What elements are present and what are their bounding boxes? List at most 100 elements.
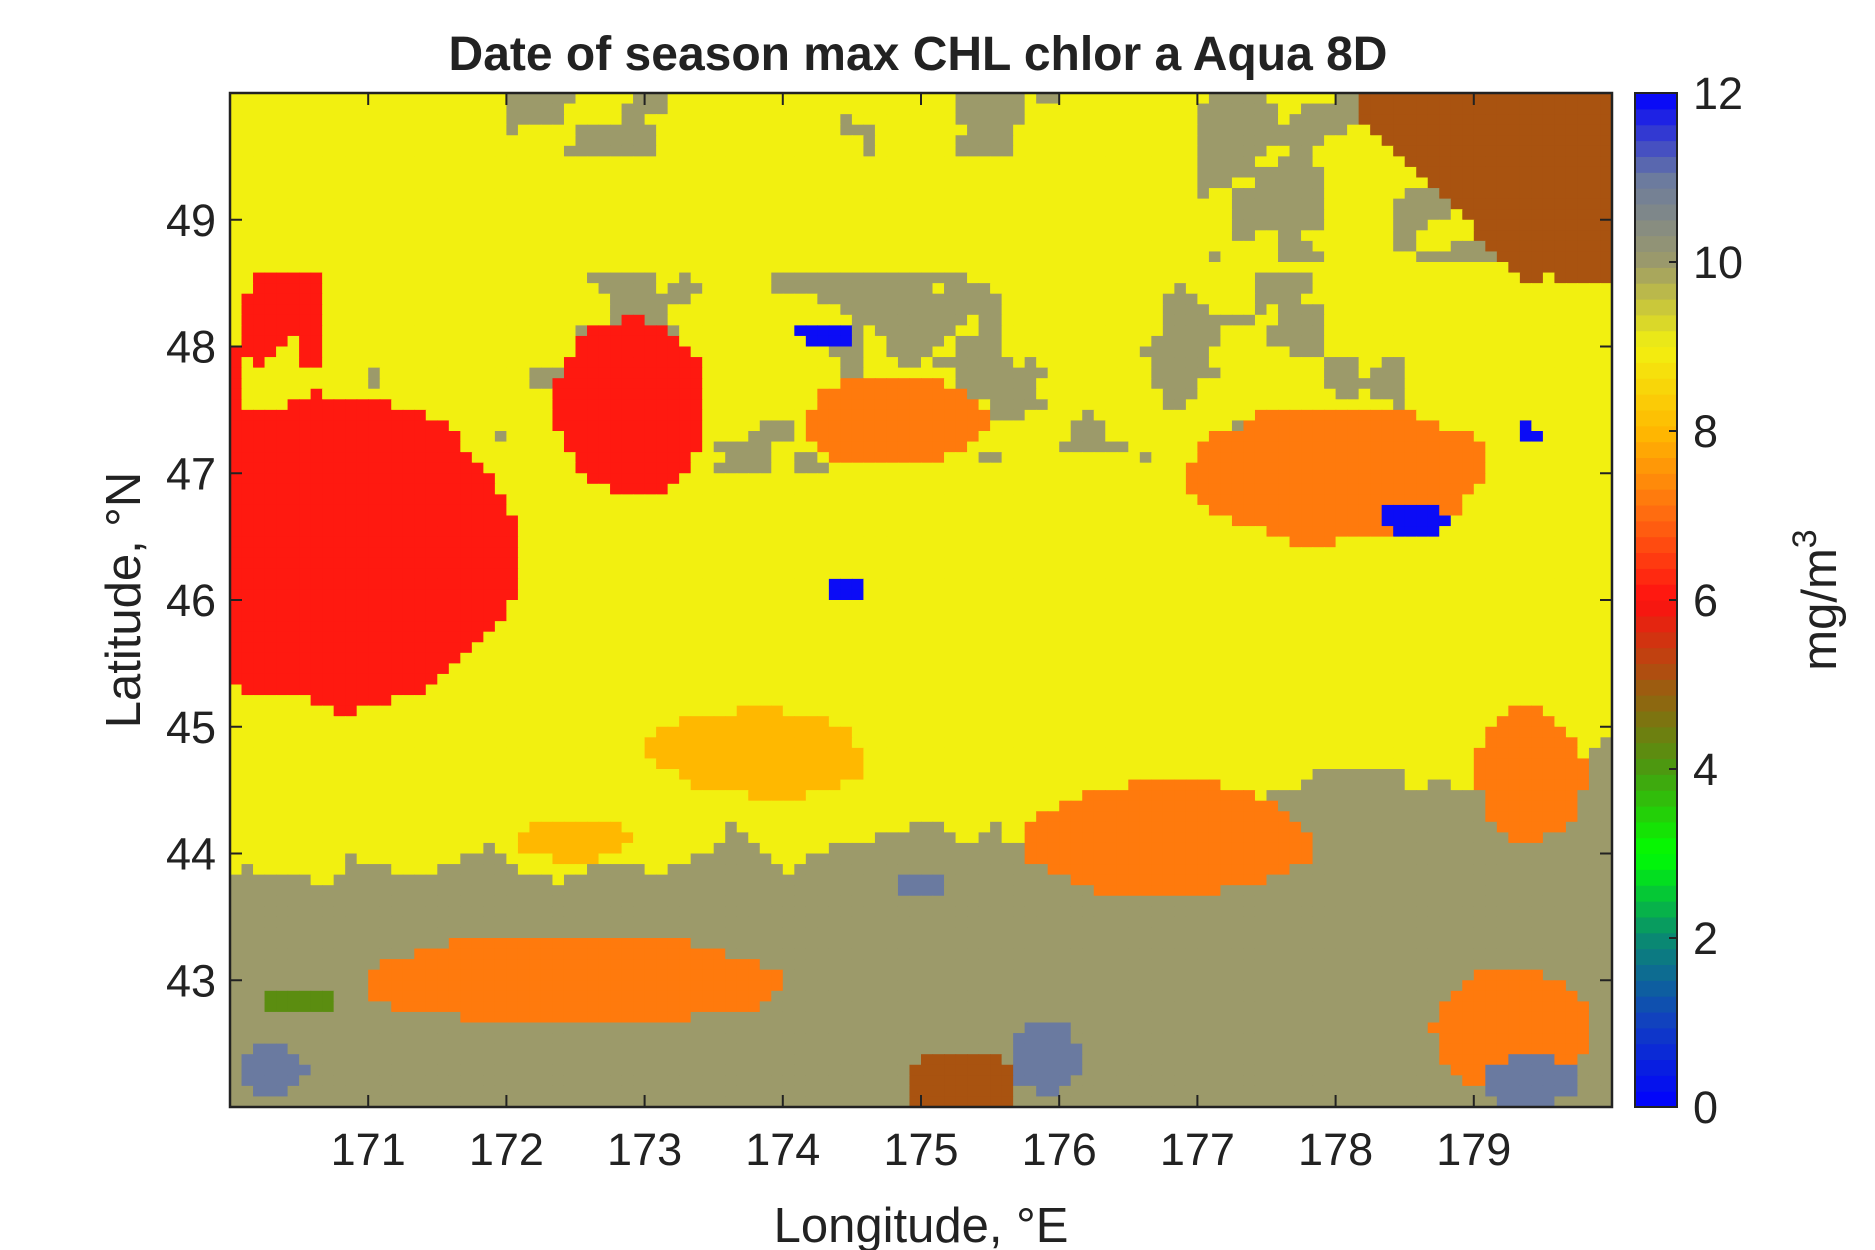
heatmap-cell [1070,388,1083,400]
heatmap-cell [702,166,715,179]
heatmap-cell [483,441,496,453]
heatmap-cell [1278,473,1291,485]
heatmap-cell [897,441,911,453]
heatmap-cell [1531,283,1544,295]
heatmap-cell [702,325,715,337]
heatmap-cell [1001,504,1014,517]
heatmap-cell [575,262,588,274]
heatmap-cell [886,378,899,390]
heatmap-cell [1462,483,1475,495]
heatmap-cell [1231,367,1245,379]
heatmap-cell [575,378,588,390]
heatmap-cell [391,283,404,295]
heatmap-cell [656,240,669,253]
heatmap-cell [310,346,323,358]
heatmap-cell [1013,367,1026,379]
heatmap-cell [1208,441,1222,453]
heatmap-cell [1289,504,1302,517]
heatmap-cell [1278,441,1291,453]
heatmap-cell [253,114,266,126]
heatmap-cell [414,409,427,422]
heatmap-cell [736,293,749,305]
heatmap-cell [540,367,554,379]
heatmap-cell [932,135,945,147]
heatmap-cell [1082,188,1095,200]
heatmap-cell [540,483,554,495]
heatmap-cell [1162,346,1175,358]
heatmap-cell [1243,420,1256,432]
heatmap-cell [1554,409,1567,422]
heatmap-cell [1347,431,1360,443]
heatmap-cell [1450,209,1463,221]
heatmap-cell [1393,156,1406,168]
heatmap-cell [1588,230,1602,242]
heatmap-cell [1519,124,1532,136]
heatmap-cell [1059,93,1072,105]
heatmap-cell [529,494,542,506]
heatmap-cell [1174,262,1187,274]
heatmap-cell [817,314,830,326]
heatmap-cell [932,304,945,316]
heatmap-cell [1059,515,1072,527]
heatmap-cell [886,515,899,527]
heatmap-cell [299,325,312,337]
heatmap-cell [1151,304,1164,316]
heatmap-cell [851,367,865,379]
heatmap-cell [978,145,991,157]
heatmap-cell [1047,494,1060,506]
heatmap-cell [483,515,496,527]
heatmap-cell [1151,103,1164,115]
heatmap-cell [379,293,392,305]
heatmap-cell [1439,346,1452,358]
heatmap-cell [1162,515,1175,527]
heatmap-cell [368,441,381,453]
heatmap-cell [978,494,991,506]
heatmap-cell [921,283,934,295]
heatmap-cell [322,504,335,517]
heatmap-cell [483,272,496,284]
heatmap-cell [402,452,415,464]
heatmap-cell [1059,198,1072,210]
heatmap-cell [967,483,980,495]
heatmap-cell [748,219,761,231]
heatmap-cell [805,431,818,443]
heatmap-cell [690,230,703,242]
heatmap-cell [1278,335,1291,348]
heatmap-cell [333,240,346,253]
heatmap-cell [1266,388,1279,400]
heatmap-cell [633,431,646,443]
heatmap-cell [517,304,531,316]
heatmap-cell [1588,219,1602,231]
heatmap-cell [713,452,726,464]
heatmap-cell [483,388,496,400]
heatmap-cell [1358,166,1371,179]
heatmap-cell [356,441,369,453]
heatmap-cell [1024,409,1037,422]
heatmap-cell [667,240,680,253]
heatmap-cell [967,325,980,337]
heatmap-cell [1416,93,1429,105]
heatmap-cell [379,526,392,538]
heatmap-cell [425,441,438,453]
heatmap-cell [1243,314,1256,326]
heatmap-cell [1554,198,1567,210]
heatmap-cell [437,431,450,443]
heatmap-cell [552,483,565,495]
heatmap-cell [1565,293,1579,305]
heatmap-cell [610,388,623,400]
heatmap-cell [644,483,657,495]
heatmap-cell [1335,399,1348,411]
heatmap-cell [1301,188,1314,200]
heatmap-cell [241,156,254,168]
heatmap-cell [230,346,243,358]
heatmap-cell [483,188,496,200]
heatmap-cell [1404,494,1417,506]
heatmap-cell [1105,335,1118,348]
heatmap-cell [448,124,461,136]
heatmap-cell [1082,93,1095,105]
heatmap-cell [978,462,991,474]
heatmap-cell [1370,473,1383,485]
heatmap-cell [817,357,830,369]
heatmap-cell [1197,420,1210,432]
heatmap-cell [771,388,784,400]
